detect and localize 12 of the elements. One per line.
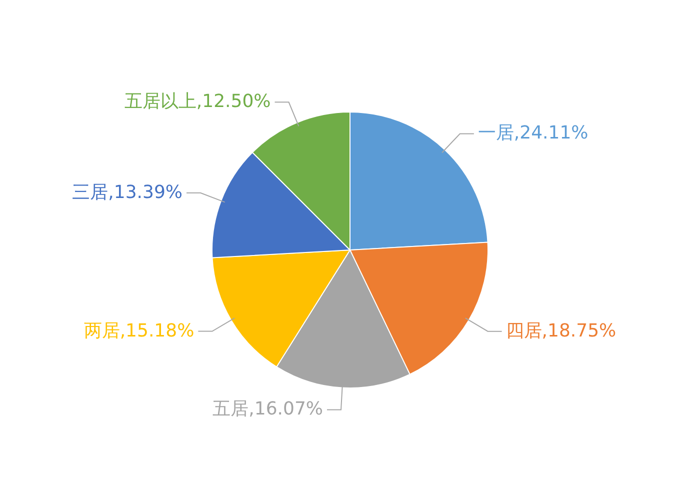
value: ,12.50%: [196, 91, 271, 112]
category: 一居: [478, 122, 514, 144]
category: 五居: [212, 398, 249, 420]
value: ,24.11%: [514, 122, 588, 144]
category: 两居: [84, 320, 120, 342]
category: 四居: [506, 320, 542, 342]
value: ,13.39%: [108, 182, 183, 203]
value: ,16.07%: [248, 398, 323, 420]
value: ,18.75%: [542, 320, 616, 342]
value: ,15.18%: [120, 320, 194, 342]
category: 三居: [72, 182, 108, 203]
category: 五居以上: [124, 91, 196, 112]
